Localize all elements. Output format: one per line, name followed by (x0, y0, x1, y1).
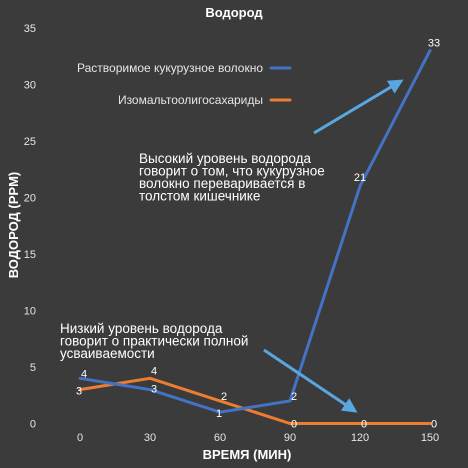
data-label: 21 (354, 172, 366, 184)
data-label: 1 (216, 408, 222, 420)
annotation-line: говорит о том, что кукурузное (139, 164, 325, 179)
annotation-line: говорит о практически полной (60, 334, 248, 349)
x-tick-label: 90 (284, 432, 296, 444)
x-tick-labels: 0 30 60 90 120 150 (77, 432, 439, 444)
annotation-arrow (263, 348, 358, 413)
data-label: 33 (428, 38, 440, 50)
annotation-line: толстом кишечнике (139, 189, 260, 204)
data-label: 4 (151, 365, 157, 377)
data-label: 2 (291, 391, 297, 403)
legend-label: Изомальтоолигосахариды (118, 93, 263, 107)
x-tick-label: 120 (351, 432, 369, 444)
legend-label: Растворимое кукурузное волокно (77, 61, 263, 75)
data-label: 3 (76, 386, 82, 398)
y-tick-label: 35 (24, 23, 36, 35)
annotation-line: усваиваемости (60, 346, 155, 361)
series-line-2 (78, 376, 432, 425)
data-label: 0 (291, 419, 297, 431)
chart-title: Водород (205, 5, 263, 20)
data-label: 0 (361, 419, 367, 431)
y-tick-label: 15 (24, 249, 36, 261)
y-tick-label: 10 (24, 306, 36, 318)
y-tick-label: 20 (24, 193, 36, 205)
series-line-1 (78, 49, 432, 414)
y-tick-label: 30 (24, 80, 36, 92)
data-label: 2 (221, 391, 227, 403)
x-tick-label: 30 (144, 432, 156, 444)
data-label: 0 (431, 419, 437, 431)
data-label: 4 (81, 368, 87, 380)
annotation-line: волокно переваривается в (139, 176, 305, 191)
x-tick-label: 60 (214, 432, 226, 444)
annotation-arrow (313, 79, 404, 135)
y-tick-label: 0 (30, 419, 36, 431)
annotation-line: Высокий уровень водорода (139, 151, 311, 166)
x-axis-title: ВРЕМЯ (МИН) (203, 447, 292, 462)
legend: Растворимое кукурузное волокно Изомальтоо… (77, 61, 292, 107)
x-tick-label: 0 (77, 432, 83, 444)
y-tick-labels: 0 5 10 15 20 25 30 35 (24, 23, 36, 431)
data-label: 3 (151, 384, 157, 396)
y-axis-title: ВОДОРОД (PPM) (6, 172, 21, 279)
x-tick-label: 150 (421, 432, 439, 444)
y-tick-label: 25 (24, 136, 36, 148)
y-tick-label: 5 (30, 362, 36, 374)
annotation-line: Низкий уровень водорода (60, 321, 223, 336)
